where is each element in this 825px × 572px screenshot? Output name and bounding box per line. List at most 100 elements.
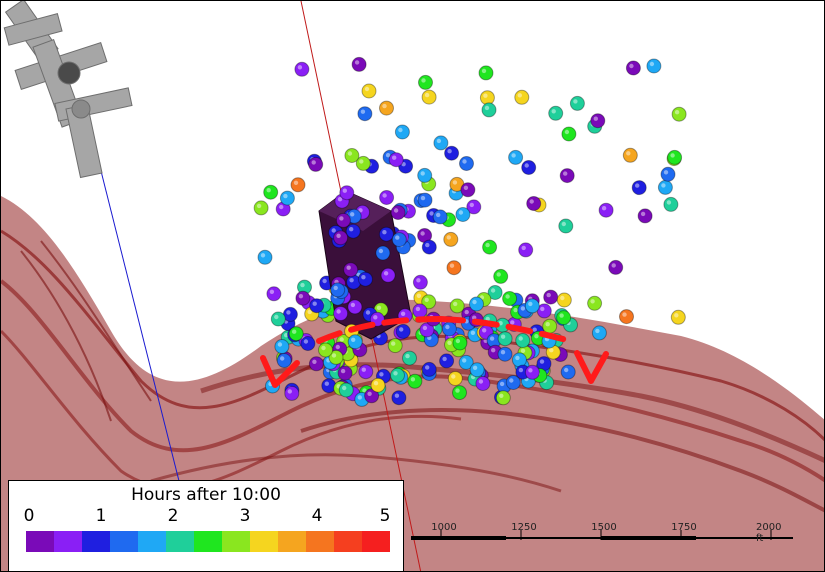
event-sphere	[295, 290, 311, 306]
event-sphere	[439, 353, 455, 369]
legend-swatch	[334, 531, 362, 552]
event-sphere-highlight	[520, 306, 526, 311]
legend-swatch	[278, 531, 306, 552]
event-sphere-highlight	[358, 208, 363, 213]
event-sphere	[407, 373, 423, 389]
event-sphere	[514, 89, 530, 105]
event-sphere	[370, 377, 386, 393]
event-sphere-highlight	[420, 171, 425, 176]
event-sphere-highlight	[482, 328, 487, 333]
event-sphere	[637, 208, 653, 224]
event-sphere	[515, 333, 531, 348]
event-sphere-highlight	[342, 385, 347, 391]
event-sphere-highlight	[429, 211, 434, 216]
event-sphere-highlight	[449, 263, 455, 268]
event-sphere	[646, 58, 662, 74]
event-sphere-highlight	[331, 228, 336, 233]
event-sphere-highlight	[509, 378, 514, 383]
event-sphere-highlight	[478, 379, 484, 384]
scale-label-2000: 2000 ft	[756, 522, 782, 544]
legend-tick-2: 2	[167, 506, 179, 526]
event-sphere-highlight	[666, 200, 672, 205]
event-sphere	[556, 310, 572, 326]
event-sphere-highlight	[640, 211, 646, 217]
event-sphere-highlight	[385, 153, 391, 158]
event-sphere-highlight	[336, 233, 341, 238]
event-sphere-highlight	[601, 206, 607, 211]
event-sphere-highlight	[373, 381, 379, 386]
event-sphere	[347, 334, 363, 350]
event-sphere-highlight	[361, 275, 366, 280]
event-sphere	[355, 155, 371, 171]
event-sphere	[518, 242, 534, 258]
event-sphere	[421, 239, 437, 255]
event-sphere	[495, 390, 511, 406]
event-sphere-highlight	[455, 388, 460, 393]
event-sphere-highlight	[661, 183, 666, 188]
event-sphere-highlight	[367, 391, 372, 396]
event-sphere-highlight	[284, 333, 289, 338]
event-sphere-highlight	[357, 395, 362, 400]
event-sphere-highlight	[335, 344, 340, 350]
event-sphere-highlight	[489, 336, 495, 341]
event-sphere	[548, 105, 564, 121]
event-sphere	[361, 83, 377, 99]
event-sphere	[625, 60, 641, 76]
event-sphere	[487, 285, 503, 300]
event-sphere-highlight	[500, 334, 506, 339]
event-sphere-highlight	[360, 109, 366, 114]
wellhead-structure-icon	[3, 1, 133, 179]
event-sphere-highlight	[349, 227, 354, 232]
event-sphere-highlight	[279, 204, 284, 210]
event-sphere-highlight	[312, 301, 317, 306]
event-sphere-highlight	[511, 153, 516, 158]
event-sphere-highlight	[416, 293, 422, 298]
event-sphere	[391, 232, 407, 248]
event-sphere	[379, 100, 394, 116]
event-sphere-highlight	[491, 348, 496, 353]
legend-swatch	[362, 531, 390, 552]
event-sphere	[559, 168, 575, 184]
event-sphere-highlight	[622, 312, 627, 317]
event-sphere-highlight	[410, 377, 416, 382]
event-sphere-highlight	[311, 160, 316, 165]
event-sphere-highlight	[354, 60, 360, 65]
event-sphere	[375, 245, 391, 261]
event-sphere	[619, 309, 634, 325]
event-sphere-highlight	[260, 253, 266, 258]
event-sphere-highlight	[300, 282, 305, 288]
event-sphere-highlight	[393, 208, 399, 213]
legend-tick-4: 4	[311, 506, 323, 526]
event-sphere	[378, 226, 394, 242]
event-sphere	[412, 274, 428, 290]
event-sphere	[469, 296, 484, 312]
event-sphere-highlight	[373, 315, 378, 320]
event-sphere	[284, 385, 300, 401]
event-sphere-highlight	[379, 372, 384, 377]
event-sphere	[622, 147, 638, 163]
event-sphere	[560, 364, 576, 380]
event-sphere-highlight	[266, 188, 271, 193]
event-sphere-highlight	[376, 305, 382, 310]
event-sphere	[631, 180, 647, 196]
event-sphere-highlight	[350, 302, 356, 308]
event-sphere	[478, 65, 494, 81]
event-sphere	[344, 148, 360, 163]
event-sphere-highlight	[540, 306, 545, 312]
event-sphere-highlight	[307, 309, 312, 315]
event-sphere	[670, 309, 686, 325]
event-sphere-highlight	[515, 355, 520, 361]
legend-swatch	[138, 531, 166, 552]
legend-tick-0: 0	[23, 506, 35, 526]
scale-label-1750: 1750	[671, 522, 697, 533]
event-sphere	[279, 190, 295, 206]
event-sphere	[671, 106, 687, 122]
event-sphere-highlight	[545, 322, 550, 327]
event-sphere	[524, 298, 540, 314]
event-sphere-highlight	[670, 153, 675, 158]
event-sphere-highlight	[499, 393, 504, 398]
event-sphere-highlight	[462, 159, 467, 164]
scale-label-1000: 1000	[431, 522, 457, 533]
